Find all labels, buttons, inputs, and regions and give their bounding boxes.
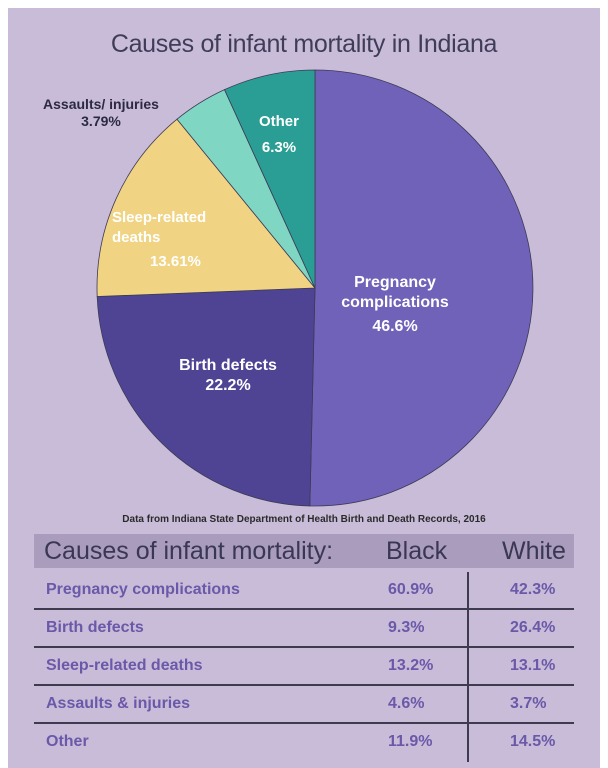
- cell-white: 42.3%: [510, 581, 556, 598]
- label-birth-line1: Birth defects: [179, 357, 277, 374]
- row-separator: [34, 684, 574, 686]
- source-note: Data from Indiana State Department of He…: [122, 514, 486, 525]
- row-separator: [34, 646, 574, 648]
- table-header: Causes of infant mortality: Black White: [34, 530, 574, 570]
- table-row: Other 11.9% 14.5%: [34, 724, 574, 762]
- cell-cause: Pregnancy complications: [46, 581, 240, 598]
- label-assaults-value: 3.79%: [81, 113, 121, 129]
- cell-cause: Birth defects: [46, 619, 144, 636]
- label-sleep-line1: Sleep-related: [112, 209, 207, 226]
- cell-white: 26.4%: [510, 619, 556, 636]
- label-other: Other 6.3%: [244, 112, 314, 158]
- row-separator: [34, 722, 574, 724]
- label-other-line1: Other: [258, 113, 299, 130]
- pie-slice-other: [224, 69, 316, 289]
- chart-title: Causes of infant mortality in Indiana: [110, 30, 498, 58]
- label-sleep-related: Sleep-related deaths 13.61%: [112, 208, 242, 272]
- table-row: Sleep-related deaths 13.2% 13.1%: [34, 648, 574, 686]
- label-assaults: Assaults/ injuries 3.79%: [12, 96, 190, 130]
- label-birth-value: 22.2%: [205, 377, 251, 394]
- table-header-band: [34, 534, 574, 568]
- pie-chart: [96, 69, 534, 507]
- label-sleep-value: 13.61%: [150, 253, 201, 270]
- table-row: Assaults & injuries 4.6% 3.7%: [34, 686, 574, 724]
- cell-black: 9.3%: [388, 619, 425, 636]
- pie-slice-pregnancy-complications: [309, 69, 534, 507]
- table-row: Pregnancy complications 60.9% 42.3%: [34, 572, 574, 610]
- cell-cause: Sleep-related deaths: [46, 657, 203, 674]
- label-pregnancy-line1: Pregnancy: [354, 274, 436, 291]
- cell-white: 3.7%: [510, 695, 547, 712]
- cell-black: 4.6%: [388, 695, 425, 712]
- label-other-value: 6.3%: [261, 139, 297, 156]
- cell-black: 13.2%: [388, 657, 434, 674]
- label-sleep-line2: deaths: [112, 229, 161, 246]
- header-causes: Causes of infant mortality:: [44, 537, 334, 565]
- cell-black: 60.9%: [388, 581, 434, 598]
- label-pregnancy-value: 46.6%: [372, 318, 418, 335]
- column-divider: [467, 572, 469, 762]
- label-assaults-line1: Assaults/ injuries: [43, 96, 159, 112]
- cell-black: 11.9%: [388, 733, 433, 750]
- row-separator: [34, 608, 574, 610]
- infographic-panel: Causes of infant mortality in Indiana Pr…: [8, 8, 600, 768]
- label-pregnancy: Pregnancy complications 46.6%: [330, 273, 460, 337]
- cell-cause: Assaults & injuries: [46, 695, 191, 712]
- pie-slice-birth-defects: [96, 287, 316, 507]
- cell-white: 13.1%: [510, 657, 556, 674]
- label-pregnancy-line2: complications: [341, 294, 449, 311]
- pie-slice-sleep-related-deaths: [96, 118, 316, 297]
- cell-cause: Other: [46, 733, 89, 750]
- label-birth-defects: Birth defects 22.2%: [163, 356, 293, 396]
- cell-white: 14.5%: [510, 733, 556, 750]
- table-row: Birth defects 9.3% 26.4%: [34, 610, 574, 648]
- header-black: Black: [386, 537, 448, 565]
- header-white: White: [502, 537, 566, 565]
